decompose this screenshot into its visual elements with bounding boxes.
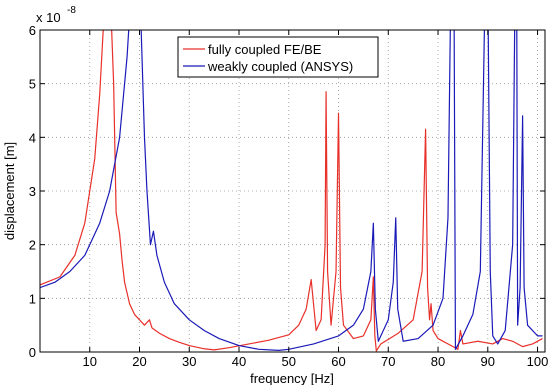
x-tick-label: 70	[381, 354, 395, 369]
y-scale-label: x 10	[36, 10, 61, 25]
y-scale-exponent: -8	[67, 5, 76, 16]
y-tick-label: 0	[29, 345, 36, 360]
x-tick-label: 80	[431, 354, 445, 369]
x-tick-label: 90	[481, 354, 495, 369]
y-axis-label: displacement [m]	[2, 142, 17, 240]
y-tick-label: 6	[29, 23, 36, 38]
y-tick-label: 5	[29, 77, 36, 92]
x-tick-label: 30	[182, 354, 196, 369]
x-tick-label: 20	[132, 354, 146, 369]
ticks: 10 20 30 40 50 60 70 80 90 100 0 1 2 3 4 5 6	[29, 23, 549, 369]
y-tick-label: 3	[29, 184, 36, 199]
x-tick-label: 60	[331, 354, 345, 369]
y-tick-label: 4	[29, 130, 36, 145]
x-axis-label: frequency [Hz]	[250, 371, 334, 385]
x-tick-label: 100	[527, 354, 549, 369]
series-line	[40, 30, 543, 351]
legend: fully coupled FE/BE weakly coupled (ANSYS…	[177, 36, 379, 78]
series-line	[40, 30, 543, 352]
x-tick-label: 40	[232, 354, 246, 369]
legend-label: weakly coupled (ANSYS)	[207, 59, 353, 74]
legend-label: fully coupled FE/BE	[208, 42, 322, 57]
y-tick-label: 2	[29, 238, 36, 253]
x-tick-label: 50	[282, 354, 296, 369]
legend-box	[177, 36, 379, 78]
series-layer	[40, 30, 543, 352]
x-tick-label: 10	[83, 354, 97, 369]
y-tick-label: 1	[29, 291, 36, 306]
